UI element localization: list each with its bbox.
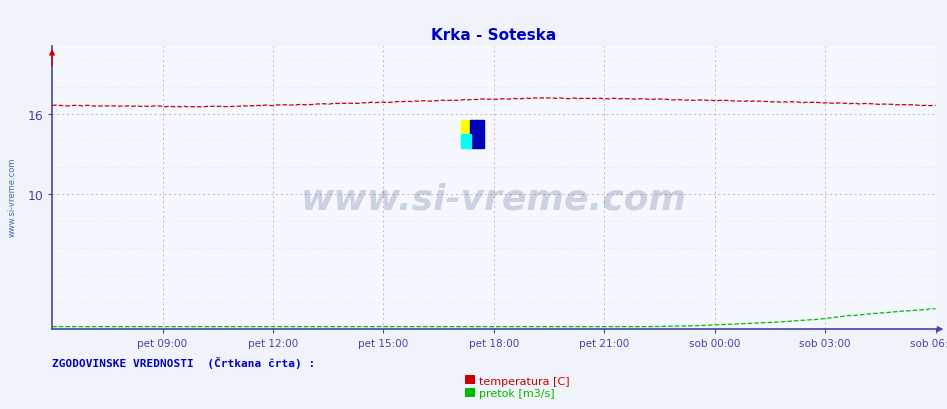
Bar xyxy=(470,120,484,148)
Bar xyxy=(461,135,472,148)
Text: www.si-vreme.com: www.si-vreme.com xyxy=(301,182,687,216)
Text: pretok [m3/s]: pretok [m3/s] xyxy=(479,389,555,398)
Bar xyxy=(461,120,478,148)
Title: Krka - Soteska: Krka - Soteska xyxy=(431,28,557,43)
Text: ZGODOVINSKE VREDNOSTI  (Črtkana črta) :: ZGODOVINSKE VREDNOSTI (Črtkana črta) : xyxy=(52,356,315,368)
Text: www.si-vreme.com: www.si-vreme.com xyxy=(8,157,17,236)
Text: temperatura [C]: temperatura [C] xyxy=(479,376,570,386)
